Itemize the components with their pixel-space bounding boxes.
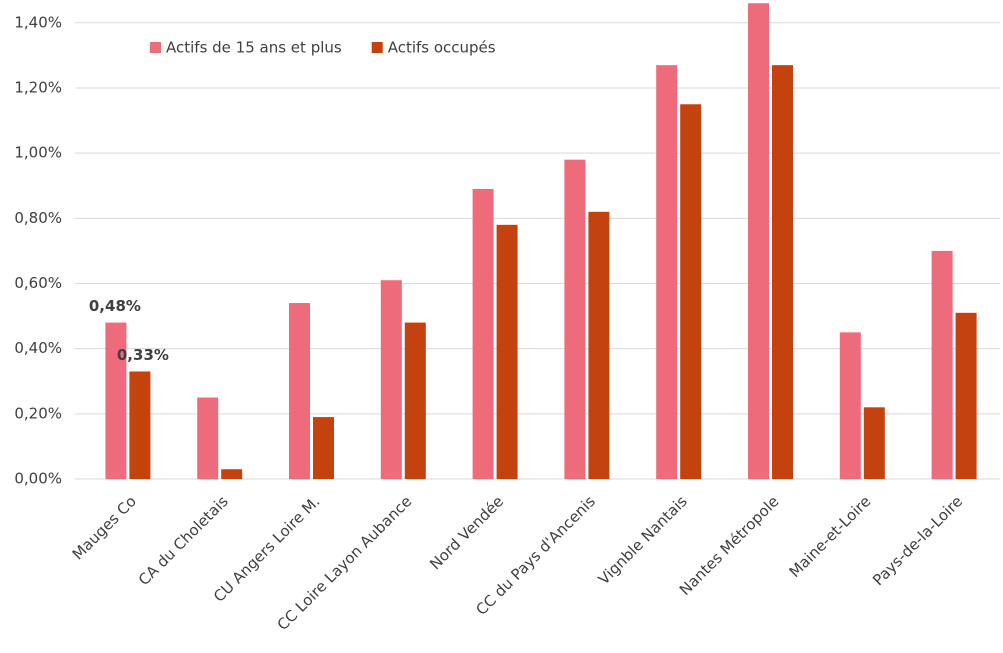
bar (680, 104, 702, 480)
bar (955, 312, 977, 479)
y-tick-label: 0,80% (14, 209, 62, 227)
bar (931, 250, 953, 479)
bar (197, 397, 219, 479)
x-tick-label: Maine-et-Loire (786, 492, 875, 581)
legend-swatch (371, 42, 383, 53)
x-tick-label: Vignble Nantais (595, 492, 691, 588)
y-tick-label: 1,20% (14, 78, 62, 96)
y-tick-label: 0,40% (14, 339, 62, 357)
data-label: 0,48% (89, 297, 141, 315)
bar (380, 280, 402, 479)
bar (656, 65, 678, 479)
x-tick-label: Pays-de-la-Loire (869, 492, 966, 589)
bar (564, 159, 586, 479)
bar (839, 332, 861, 479)
legend-swatch (150, 42, 161, 53)
y-tick-label: 0,20% (14, 404, 62, 422)
bar (289, 303, 310, 479)
y-tick-label: 1,40% (14, 13, 62, 31)
bar (748, 3, 769, 479)
bar (404, 322, 426, 479)
bar (863, 407, 885, 479)
y-tick-label: 0,00% (14, 470, 62, 488)
y-tick-label: 1,00% (14, 144, 62, 162)
bar (105, 322, 127, 479)
x-tick-label: CA du Choletais (135, 492, 232, 589)
bar (772, 65, 793, 479)
legend-label: Actifs de 15 ans et plus (166, 39, 342, 57)
x-tick-label: Nantes Métropole (676, 492, 783, 599)
y-tick-label: 0,60% (14, 274, 62, 292)
bar (496, 224, 518, 479)
bar (472, 188, 494, 479)
bar (588, 211, 610, 479)
x-tick-label: Nord Vendée (426, 492, 507, 573)
data-label: 0,33% (117, 346, 169, 364)
x-tick-label: Mauges Co (69, 492, 140, 563)
bar (313, 417, 334, 479)
bar (129, 371, 151, 479)
legend-label: Actifs occupés (388, 39, 496, 57)
bar (221, 469, 243, 479)
